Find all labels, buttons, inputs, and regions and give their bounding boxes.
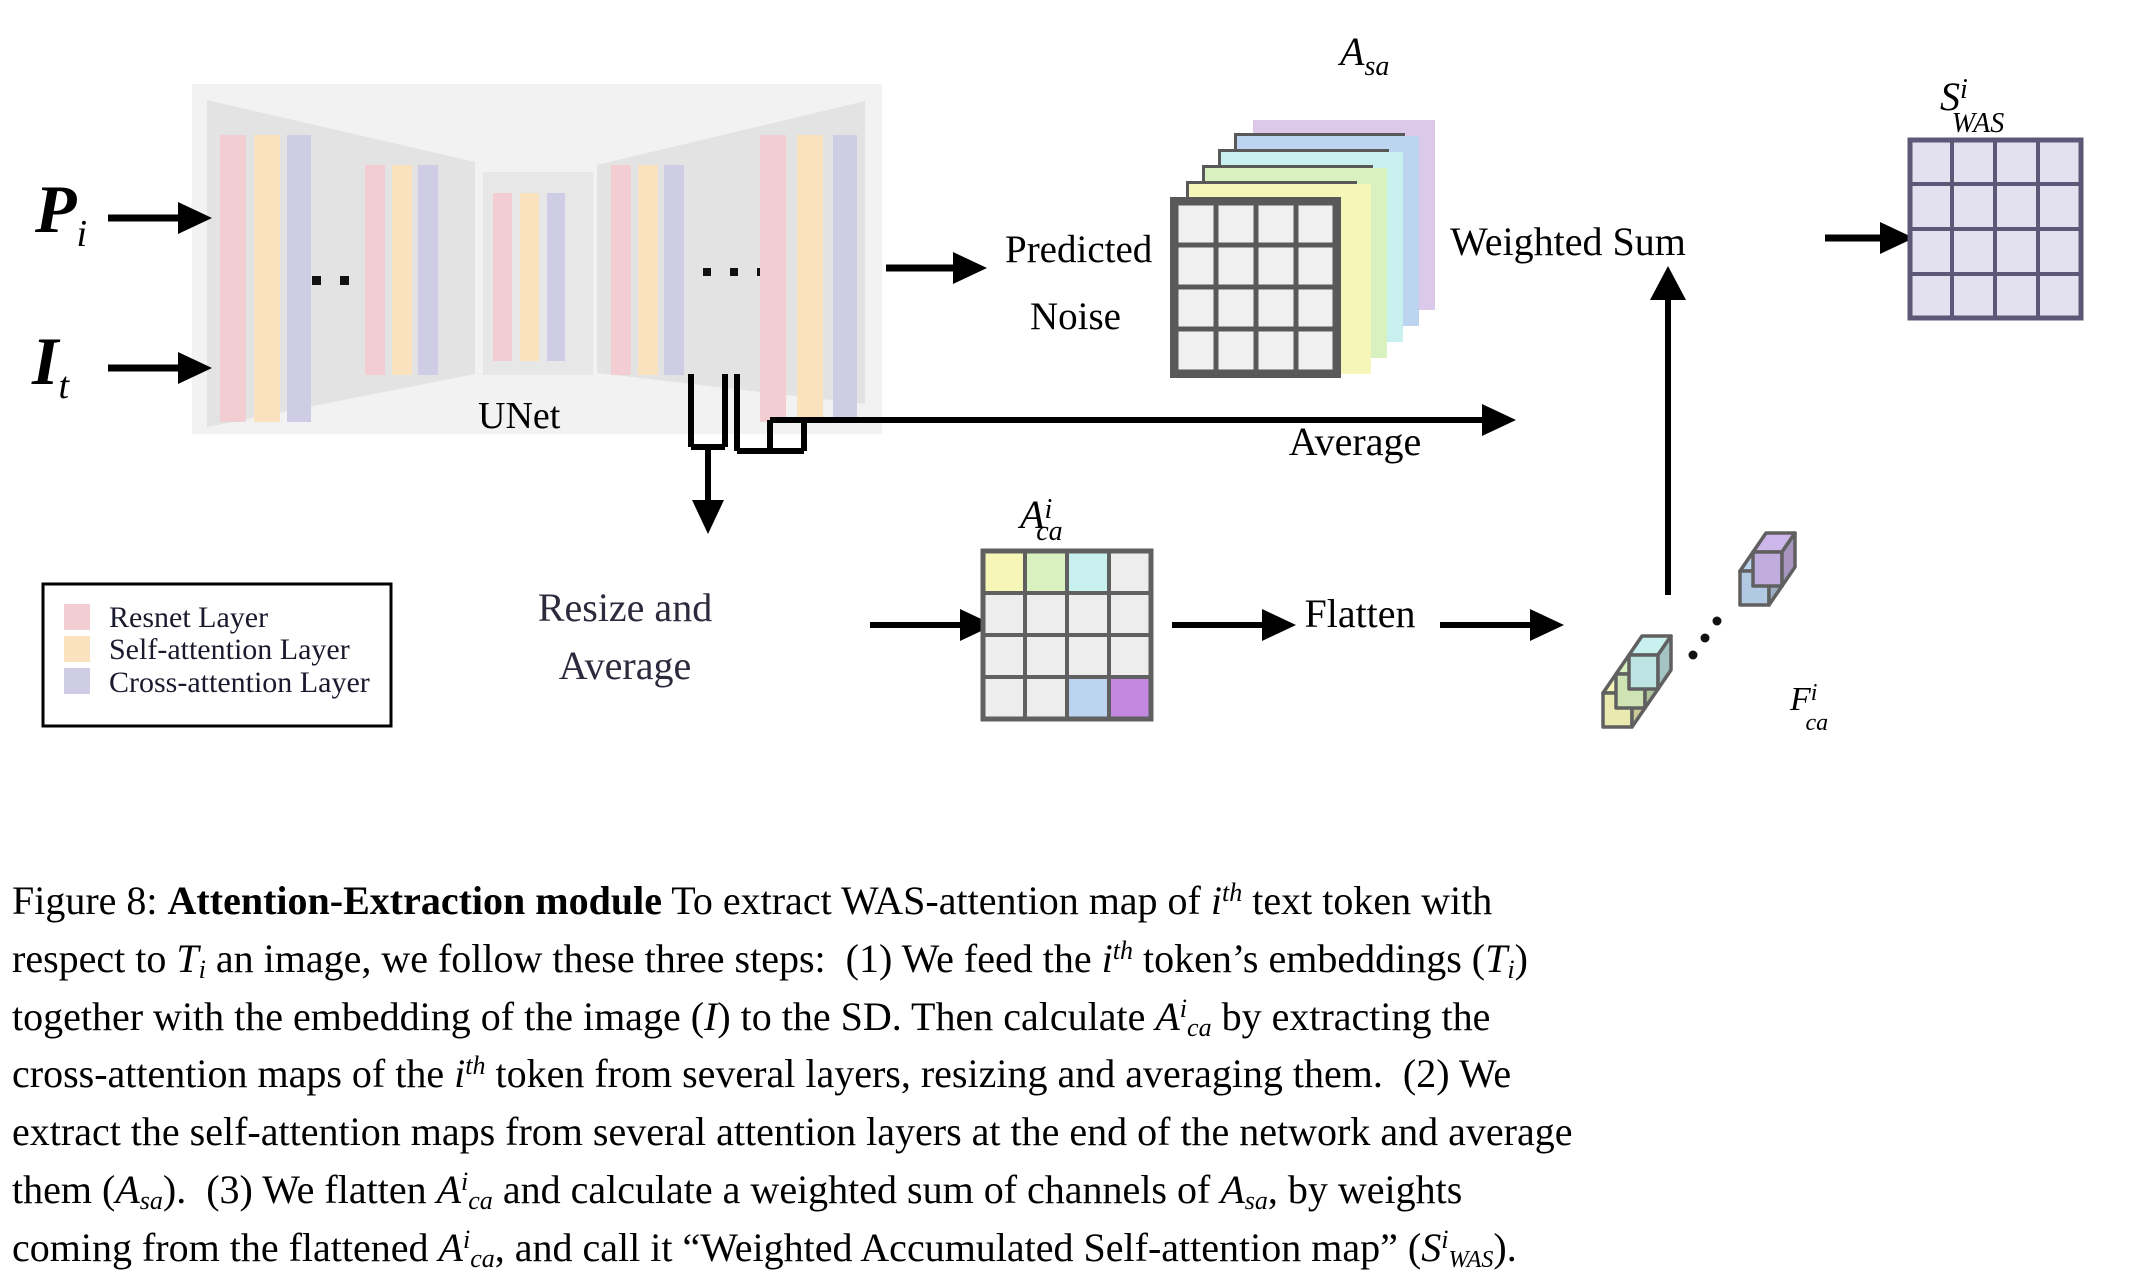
svg-text:Aica: Ai ca [1017,492,1063,547]
svg-text:Asa: Asa [1337,29,1389,82]
svg-text:Average: Average [1289,419,1422,464]
svg-text:UNet: UNet [478,395,561,437]
svg-text:Predicted: Predicted [1005,228,1153,271]
svg-text:Average: Average [559,643,692,688]
svg-text:Pi: Pi [34,171,87,255]
svg-text:Resize and: Resize and [538,585,712,630]
svg-text:Resnet Layer: Resnet Layer [109,601,268,634]
svg-text:It: It [31,323,70,407]
svg-text:Weighted Sum: Weighted Sum [1450,219,1686,264]
svg-text:Self-attention Layer: Self-attention Layer [109,633,350,666]
svg-text:Flatten: Flatten [1304,591,1415,636]
svg-text:Noise: Noise [1030,295,1121,338]
svg-text:Cross-attention Layer: Cross-attention Layer [109,666,370,699]
svg-text:SiWAS: Si WAS [1940,74,2004,139]
